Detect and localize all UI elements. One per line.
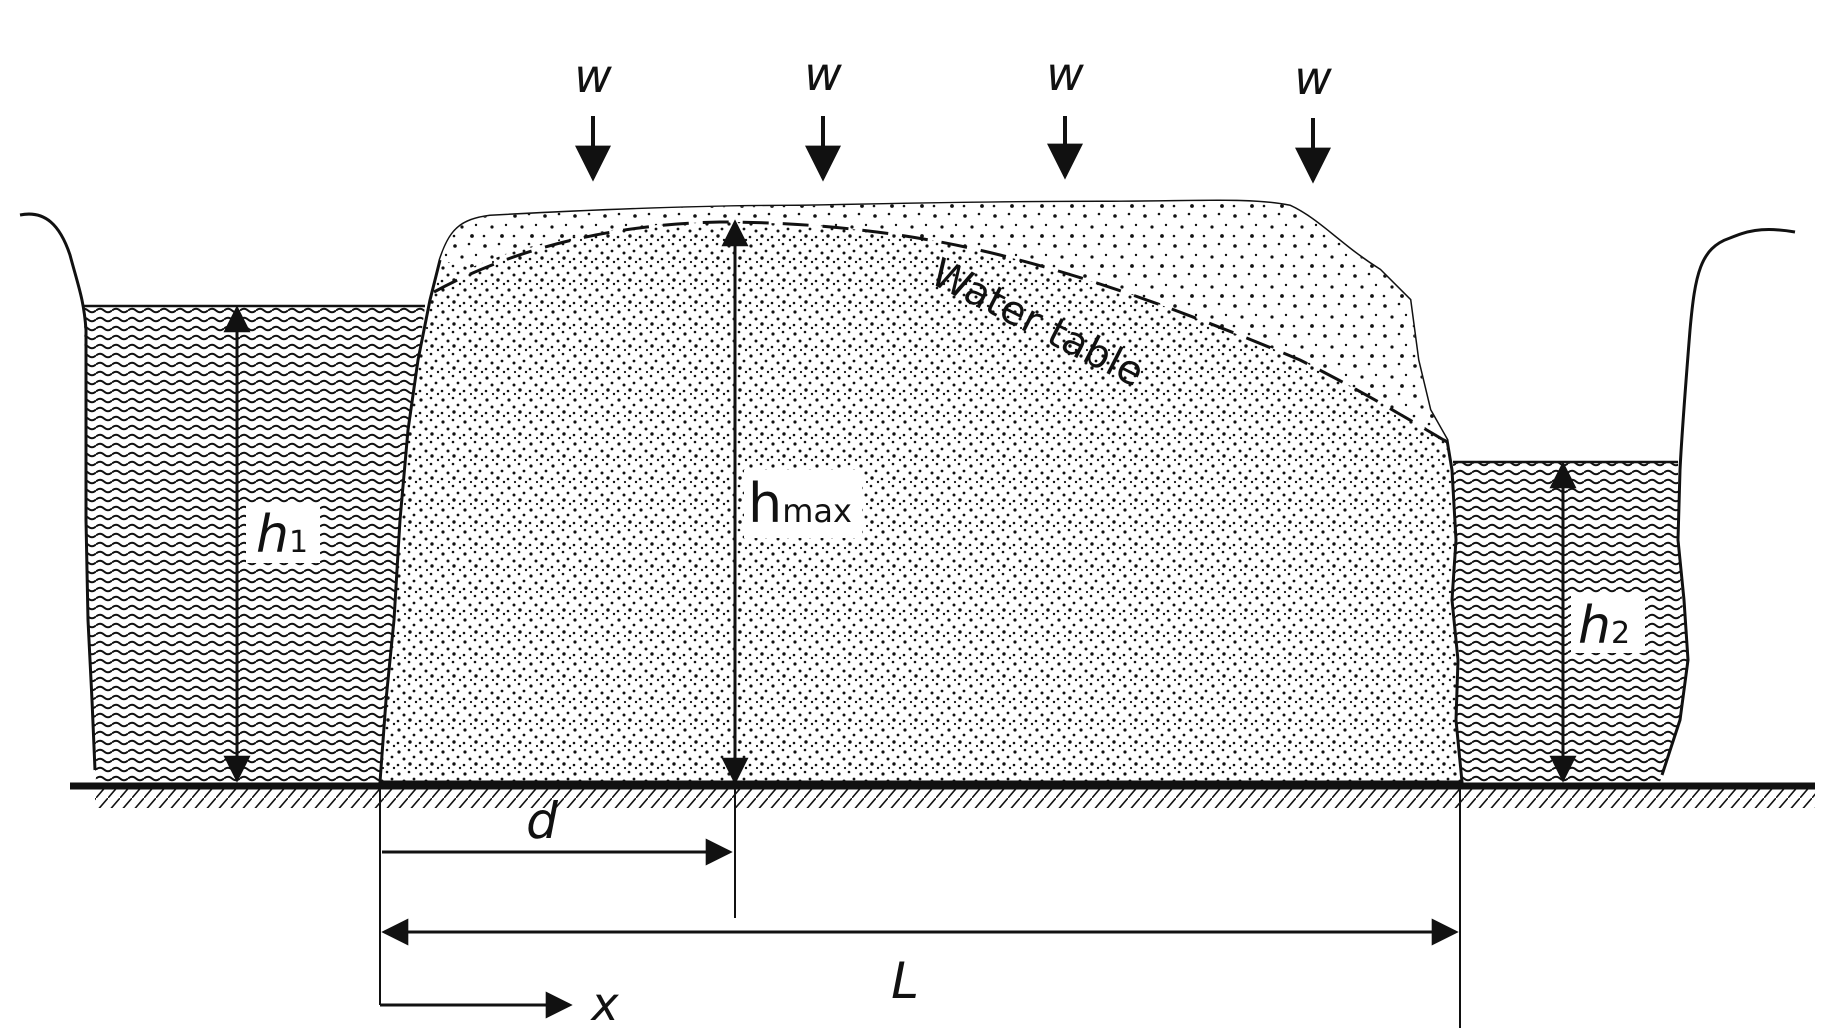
h2-label: h2 (1578, 596, 1630, 656)
recharge-label-3: w (1046, 47, 1084, 101)
hmax-label: hmax (748, 472, 852, 535)
d-label: d (526, 792, 558, 850)
right-bank-outline (1660, 228, 1796, 776)
hmax-label-background (744, 470, 862, 538)
recharge-arrows: w w w w (574, 47, 1332, 184)
x-label: x (589, 977, 619, 1031)
water-table-line (433, 220, 1448, 444)
L-label: L (891, 952, 919, 1010)
h1-label: h1 (256, 505, 308, 565)
right-water-body (1452, 462, 1688, 782)
recharge-arrow-2: w (804, 47, 842, 182)
recharge-label-2: w (804, 47, 842, 101)
recharge-label-1: w (574, 49, 612, 103)
left-bank-outline (19, 212, 97, 771)
recharge-arrow-4: w (1294, 51, 1332, 184)
ground-hatching (95, 786, 1815, 808)
recharge-arrow-1: w (574, 49, 612, 182)
unsaturated-zone-dots (440, 201, 1447, 440)
hmax-symbol: h (748, 472, 782, 535)
recharge-arrow-3: w (1046, 47, 1084, 180)
h1-symbol: h (256, 505, 289, 565)
h2-subscript: 2 (1611, 616, 1630, 651)
h2-symbol: h (1578, 596, 1611, 656)
recharge-label-4: w (1294, 51, 1332, 105)
h1-label-background (246, 505, 320, 563)
h1-subscript: 1 (289, 525, 308, 560)
h2-label-background (1571, 595, 1645, 653)
hmax-subscript: max (782, 492, 852, 530)
